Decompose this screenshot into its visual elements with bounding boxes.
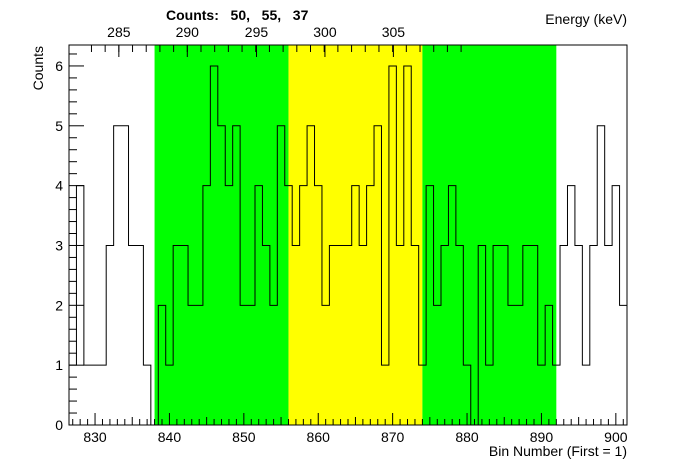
counts-title: Counts: 50, 55, 37 <box>166 7 309 23</box>
y-axis-title: Counts <box>30 46 46 90</box>
y-tick-label: 4 <box>55 178 63 194</box>
x-tick-label: 860 <box>307 429 331 445</box>
region-band-2 <box>288 45 423 425</box>
energy-axis-title: Energy (keV) <box>545 11 627 27</box>
region-band-3 <box>422 45 557 425</box>
x-axis-ticks: 830 840 850 860 870 880 890 900 <box>72 413 628 445</box>
energy-tick-label: 285 <box>107 24 131 40</box>
y-axis-ticks: 0 1 2 3 4 5 6 <box>55 53 84 433</box>
y-tick-label: 5 <box>55 118 63 134</box>
x-tick-label: 840 <box>158 429 182 445</box>
y-tick-label: 2 <box>55 297 63 313</box>
energy-tick-label: 305 <box>382 24 406 40</box>
x-tick-label: 900 <box>604 429 628 445</box>
energy-axis-ticks: 285 290 295 300 305 <box>90 24 462 57</box>
histogram-line <box>69 65 627 426</box>
region-bands <box>154 45 557 425</box>
x-tick-label: 870 <box>381 429 405 445</box>
x-tick-label: 880 <box>455 429 479 445</box>
x-tick-label: 890 <box>530 429 554 445</box>
y-tick-label: 6 <box>55 58 63 74</box>
y-tick-label: 0 <box>55 417 63 433</box>
y-tick-label: 1 <box>55 357 63 373</box>
y-tick-label: 3 <box>55 237 63 253</box>
x-tick-label: 830 <box>83 429 107 445</box>
energy-tick-label: 300 <box>313 24 337 40</box>
energy-tick-label: 295 <box>245 24 269 40</box>
region-band-1 <box>154 45 289 425</box>
x-tick-label: 850 <box>232 429 256 445</box>
x-axis-title: Bin Number (First = 1) <box>489 443 627 459</box>
energy-tick-label: 290 <box>176 24 200 40</box>
